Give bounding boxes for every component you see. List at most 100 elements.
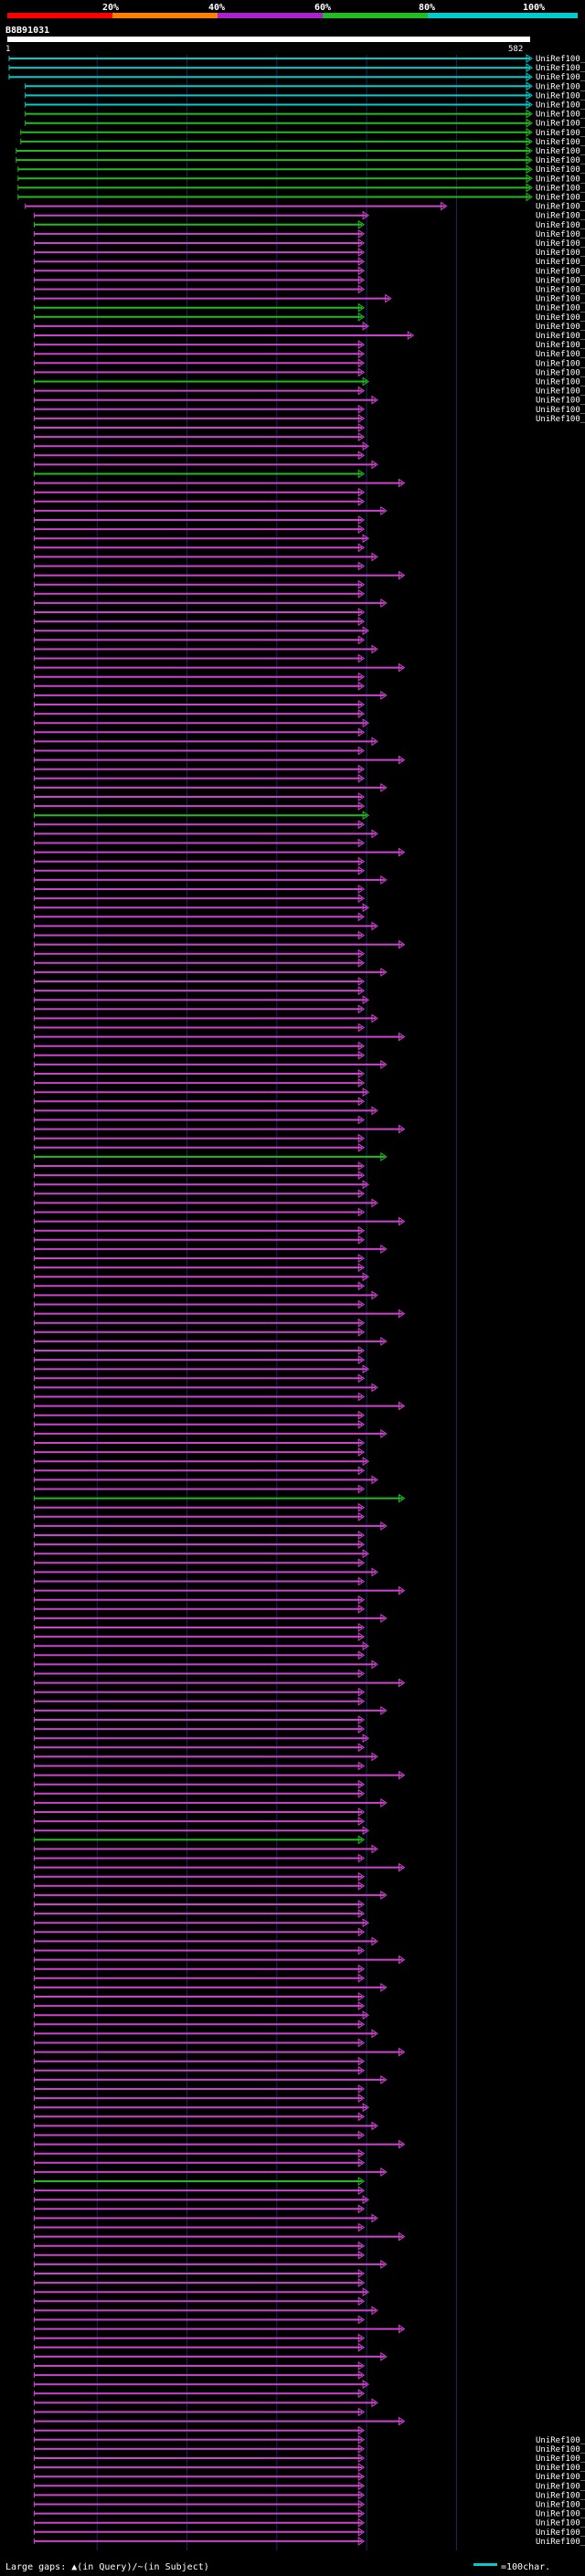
- hit-row[interactable]: [33, 1336, 388, 1346]
- hit-row[interactable]: [33, 2333, 366, 2343]
- hit-id-label[interactable]: UniRef100_Q11MK9: [536, 276, 585, 285]
- hit-row[interactable]: [33, 1733, 370, 1744]
- hit-row[interactable]: [33, 1669, 366, 1679]
- hit-row[interactable]: [33, 2038, 366, 2048]
- hit-row[interactable]: [33, 469, 366, 479]
- hit-row[interactable]: [33, 746, 366, 756]
- hit-row[interactable]: [33, 1115, 366, 1125]
- hit-id-label[interactable]: UniRef100_C6VH27: [536, 2538, 585, 2547]
- hit-row[interactable]: [33, 1511, 366, 1521]
- hit-row[interactable]: [33, 1004, 366, 1014]
- hit-row[interactable]: [33, 1438, 366, 1447]
- hit-row[interactable]: [33, 1807, 366, 1817]
- hit-row[interactable]: [33, 1151, 388, 1161]
- hit-id-label[interactable]: UniRef100_Q0S212: [536, 120, 585, 129]
- hit-row[interactable]: [33, 1373, 366, 1383]
- hit-row[interactable]: UniRef100_B0P4Z5: [33, 2481, 585, 2491]
- hit-row[interactable]: [33, 1770, 406, 1780]
- hit-row[interactable]: [33, 1659, 378, 1670]
- hit-id-label[interactable]: UniRef100_Q9C7N0: [536, 147, 585, 156]
- hit-row[interactable]: UniRef100_A6BPZ2: [33, 367, 585, 377]
- hit-row[interactable]: [33, 2001, 366, 2011]
- hit-id-label[interactable]: UniRef100_UP000...: [536, 156, 585, 165]
- hit-row[interactable]: [33, 727, 366, 737]
- hit-row[interactable]: [33, 1299, 366, 1309]
- hit-id-label[interactable]: UniRef100_C4G377: [536, 387, 585, 397]
- hit-row[interactable]: [33, 2296, 366, 2306]
- hit-row[interactable]: [33, 792, 366, 801]
- hit-id-label[interactable]: UniRef100_B1BK95: [536, 350, 585, 359]
- hit-row[interactable]: [33, 1955, 406, 1965]
- hit-row[interactable]: [33, 865, 366, 875]
- hit-row[interactable]: [33, 2195, 370, 2205]
- hit-row[interactable]: UniRef100_Q0LHG8: [17, 164, 585, 175]
- hit-row[interactable]: [33, 856, 366, 866]
- hit-row[interactable]: [33, 1623, 366, 1632]
- hit-row[interactable]: [33, 764, 366, 774]
- hit-row[interactable]: UniRef100_B9S9T8: [25, 201, 585, 212]
- hit-id-label[interactable]: UniRef100_B9MZ62: [536, 111, 585, 120]
- hit-id-label[interactable]: UniRef100_C6EJ47: [536, 286, 585, 295]
- hit-row[interactable]: [33, 1106, 378, 1116]
- hit-id-label[interactable]: UniRef100_B7CS13: [536, 2473, 585, 2482]
- hit-row[interactable]: [33, 1724, 366, 1734]
- hit-row[interactable]: [33, 2306, 378, 2316]
- hit-row[interactable]: [33, 1327, 366, 1337]
- hit-row[interactable]: UniRef100_Q8XJS1: [33, 358, 585, 368]
- hit-row[interactable]: [33, 1059, 388, 1069]
- hit-row[interactable]: [33, 1853, 366, 1863]
- hit-row[interactable]: [33, 2213, 378, 2223]
- hit-row[interactable]: [33, 755, 406, 765]
- hit-row[interactable]: [33, 2222, 366, 2232]
- hit-id-label[interactable]: UniRef100_Q01079: [536, 2519, 585, 2528]
- hit-id-label[interactable]: UniRef100_A6BPZ2: [536, 368, 585, 377]
- hit-row[interactable]: [33, 1909, 366, 1919]
- hit-row[interactable]: [33, 2398, 378, 2408]
- hit-row[interactable]: UniRef100_Q2PEP7: [8, 54, 585, 64]
- hit-row[interactable]: [33, 653, 366, 663]
- hit-row[interactable]: [33, 1641, 370, 1651]
- hit-row[interactable]: [33, 811, 370, 821]
- hit-id-label[interactable]: UniRef100_B9IEE9: [536, 194, 585, 203]
- hit-row[interactable]: UniRef100_A7Q5X1: [25, 90, 585, 101]
- hit-id-label[interactable]: UniRef100_C7IEB0: [536, 249, 585, 258]
- hit-row[interactable]: UniRef100_B1CB08: [33, 293, 585, 304]
- hit-row[interactable]: [33, 2204, 366, 2214]
- hit-row[interactable]: [33, 1124, 406, 1134]
- hit-row[interactable]: [33, 1964, 366, 1974]
- hit-row[interactable]: [33, 1475, 378, 1485]
- hit-row[interactable]: UniRef100_B8AR00: [17, 174, 585, 184]
- hit-id-label[interactable]: UniRef100_C5YMW3: [536, 138, 585, 147]
- hit-id-label[interactable]: UniRef100_C6TDP9: [536, 64, 585, 73]
- hit-row[interactable]: [33, 2148, 366, 2158]
- hit-id-label[interactable]: UniRef100_A6BCP9: [536, 397, 585, 406]
- hit-row[interactable]: UniRef100_A0L115: [33, 302, 585, 313]
- hit-row[interactable]: [33, 1743, 366, 1753]
- hit-row[interactable]: [33, 1973, 366, 1983]
- hit-row[interactable]: [33, 1225, 366, 1235]
- hit-row[interactable]: [33, 2084, 366, 2094]
- hit-row[interactable]: UniRef100_B9MZ62: [25, 109, 585, 120]
- hit-row[interactable]: [33, 525, 366, 535]
- hit-row[interactable]: [33, 1493, 406, 1503]
- hit-row[interactable]: [33, 847, 406, 857]
- hit-row[interactable]: [33, 1244, 388, 1254]
- hit-row[interactable]: [33, 460, 378, 470]
- hit-id-label[interactable]: UniRef100_Q7SKK1: [536, 212, 585, 221]
- hit-row[interactable]: [33, 1797, 388, 1807]
- hit-row[interactable]: [33, 505, 388, 515]
- hit-row[interactable]: UniRef100_Q2WMW4: [33, 257, 585, 267]
- hit-row[interactable]: [33, 2425, 366, 2435]
- hit-row[interactable]: UniRef100_A5BLF1: [25, 100, 585, 111]
- hit-row[interactable]: [33, 1752, 378, 1762]
- hit-row[interactable]: [33, 441, 370, 451]
- hit-row[interactable]: [33, 1540, 366, 1550]
- hit-row[interactable]: UniRef100_C4EV15: [33, 219, 585, 230]
- hit-id-label[interactable]: UniRef100_Q2WMW4: [536, 258, 585, 267]
- hit-row[interactable]: [33, 1613, 388, 1623]
- hit-row[interactable]: UniRef100_B8FZ71: [33, 266, 585, 276]
- hit-id-label[interactable]: UniRef100_B1CB08: [536, 295, 585, 304]
- hit-row[interactable]: UniRef100_Q2Y37: [33, 2508, 585, 2519]
- hit-row[interactable]: [33, 496, 366, 506]
- hit-row[interactable]: UniRef100_C1A7X6: [33, 321, 585, 332]
